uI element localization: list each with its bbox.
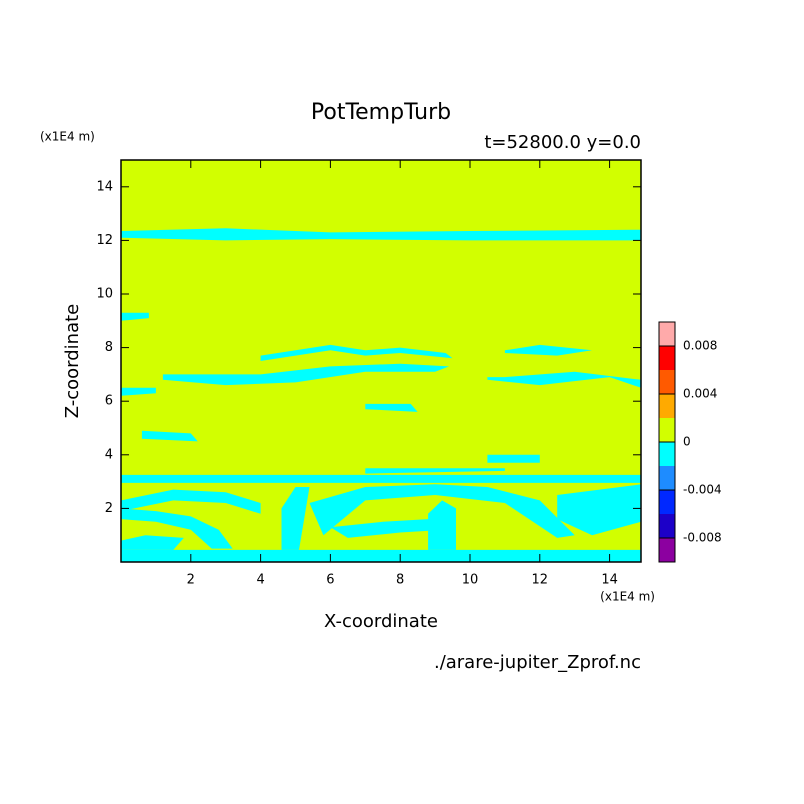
y-tick-label: 4 [105,447,113,462]
contour-region [121,535,184,550]
x-tick-label: 6 [326,573,334,588]
x-tick-label: 10 [462,573,479,588]
contour-region [281,487,310,550]
contour-region [121,387,156,396]
y-unit: (x1E4 m) [40,130,95,144]
source-label: ./arare-jupiter_Zprof.nc [434,652,641,673]
y-tick-label: 8 [105,340,113,355]
contour-region [557,484,641,536]
colorbar-bin [659,490,675,514]
contour-region [121,549,641,562]
x-axis-label: X-coordinate [324,611,438,632]
contour-region [365,403,418,412]
x-unit: (x1E4 m) [600,590,655,604]
contour-region [121,508,233,549]
plot-frame [120,159,642,563]
x-tick-label: 4 [256,573,264,588]
contour-region [487,454,540,463]
x-tick-label: 2 [187,573,195,588]
contour-region [309,484,575,538]
contour-region [141,430,198,442]
chart-subtitle: t=52800.0 y=0.0 [484,132,641,153]
y-axis-label: Z-coordinate [62,304,83,419]
contour-region [121,228,641,241]
colorbar-tick-label: -0.004 [683,483,722,497]
contour-region [504,344,593,356]
colorbar-tick-label: 0.004 [683,387,717,401]
x-tick-label: 14 [601,573,618,588]
x-tick-label: 8 [396,573,404,588]
y-tick-label: 6 [105,394,113,409]
chart-title: PotTempTurb [311,100,451,125]
colorbar-bin [659,322,675,346]
y-tick-label: 2 [105,501,113,516]
colorbar-bin [659,538,675,562]
contour-region [121,312,149,321]
y-tick-label: 10 [96,287,113,302]
colorbar-bin [659,394,675,418]
contour-region [428,500,456,550]
colorbar-bin [659,370,675,394]
colorbar-bin [659,442,675,466]
contour-region [330,519,446,538]
colorbar-tick-label: 0 [683,435,691,449]
y-tick-label: 12 [96,233,113,248]
contour-region [121,474,641,483]
colorbar-bin [659,466,675,490]
colorbar-tick-label: -0.008 [683,531,722,545]
contour-region [487,371,641,388]
colorbar-tick-label: 0.008 [683,339,717,353]
colorbar-bin [659,346,675,370]
x-tick-label: 12 [532,573,549,588]
contour-region [365,468,505,474]
colorbar-bin [659,514,675,538]
y-tick-label: 14 [96,179,113,194]
colorbar-bin [659,418,675,442]
contour-region [162,363,450,386]
contour-region [121,489,261,514]
contour-region [260,344,453,361]
